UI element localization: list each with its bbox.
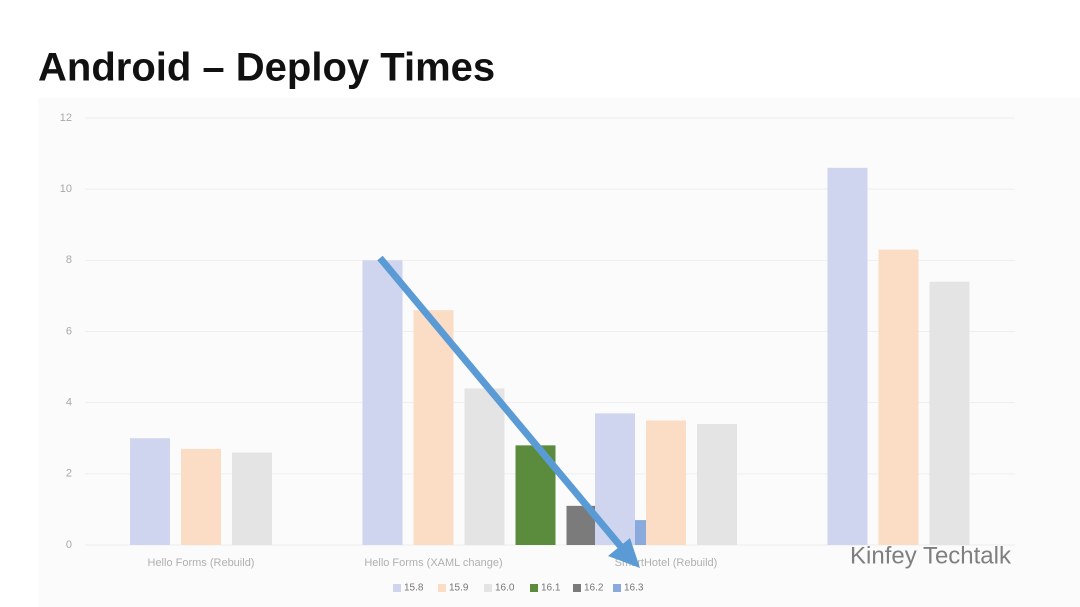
plot: 0 2 4 6 8 10 12 Hello Forms (Rebuild) Hello Form… [60,112,1015,594]
x-tick-label: SmartHotel (Rebuild) [615,557,718,569]
bar [878,249,919,546]
arrow-line [377,255,625,551]
y-tick-label: 6 [66,325,72,337]
legend-label: 15.8 [404,583,424,594]
legend-label: 16.0 [495,583,515,594]
x-tick-label: Hello Forms (Rebuild) [148,557,255,569]
bar [697,424,737,545]
bar [413,310,454,545]
bar [362,260,403,545]
legend-label: 16.3 [624,583,644,594]
bar [929,281,970,545]
bar [827,167,868,546]
x-tick-label: Hello Forms (XAML change) [364,557,502,569]
legend-swatch [530,584,538,592]
y-tick-label: 4 [66,397,72,409]
y-tick-label: 12 [60,112,72,124]
legend-label: 16.2 [584,583,604,594]
bar [232,452,272,545]
legend-swatch [484,584,492,592]
arrow-head [608,538,640,568]
bar [646,420,686,545]
arrow [377,255,640,568]
y-tick-label: 0 [66,539,72,551]
legend-swatch [393,584,401,592]
legend-swatch [613,584,621,592]
y-tick-label: 8 [66,254,72,266]
legend-swatch [573,584,581,592]
legend-label: 16.1 [541,583,561,594]
watermark: Kinfey Techtalk [850,542,1012,569]
bar [130,438,170,545]
y-tick-label: 10 [60,183,72,195]
bar [181,448,221,545]
legend-swatch [438,584,446,592]
bar [464,388,505,545]
legend-label: 15.9 [449,583,469,594]
slide-title: Android – Deploy Times [38,46,495,90]
y-tick-label: 2 [66,468,72,480]
